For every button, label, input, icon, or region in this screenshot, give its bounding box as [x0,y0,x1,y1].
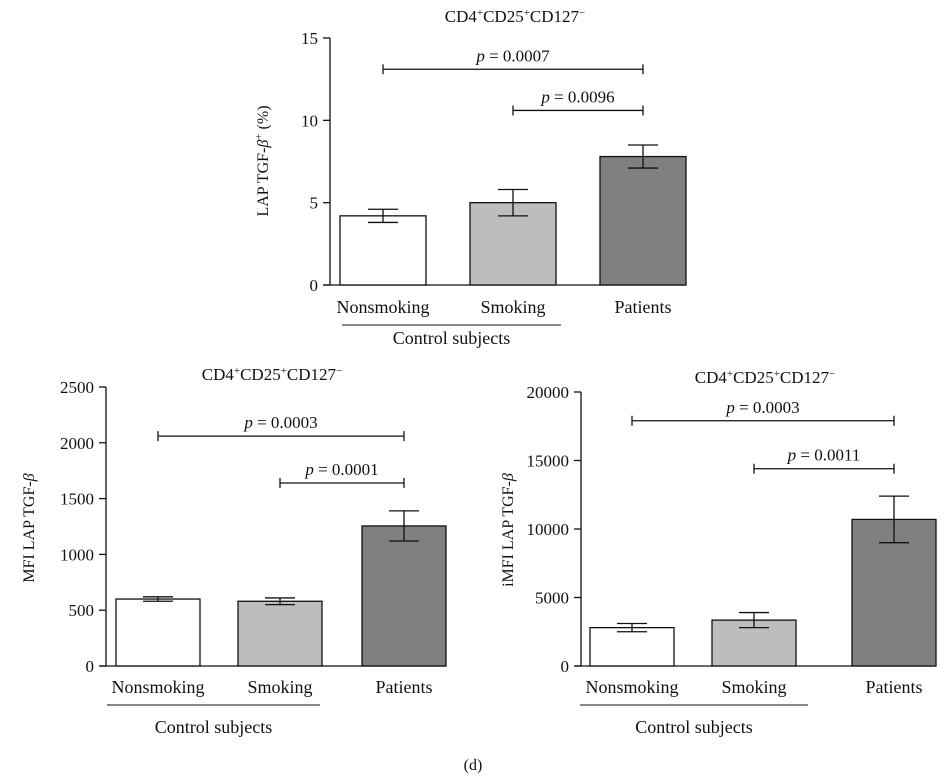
p-value-label: p = 0.0001 [304,460,378,479]
y-tick-label: 0 [86,657,95,676]
y-tick-label: 15 [301,29,318,48]
y-tick-label: 1000 [60,545,94,564]
p-value-label: p = 0.0096 [540,87,614,106]
chart-bottom-left-mfi: CD4+CD25+CD127− MFI LAP TGF-β 0 500 1000 1500… [21,365,447,737]
y-tick-label: 0 [561,657,570,676]
category-label: Nonsmoking [336,297,429,317]
group-label: Control subjects [155,717,273,737]
chart-bottom-right-imfi: CD4+CD25+CD127− iMFI LAP TGF-β 0 5000 10000 1… [500,368,937,737]
chart-top-lap-percent: CD4+CD25+CD127− LAP TGF-β+ (%) 0 5 10 15 Nonsm… [253,7,687,348]
category-label: Smoking [480,297,545,317]
category-label: Patients [866,677,923,697]
category-label: Patients [376,677,433,697]
category-label: Patients [615,297,672,317]
figure-panel-label: (d) [464,757,483,774]
p-value-label: p = 0.0007 [475,46,550,65]
group-label: Control subjects [393,328,511,348]
category-label: Nonsmoking [585,677,678,697]
bar-patients [361,525,447,667]
y-tick-label: 500 [69,601,95,620]
chart-title: CD4+CD25+CD127− [202,365,343,384]
y-tick-label: 20000 [527,383,570,402]
p-value-label: p = 0.0003 [725,398,799,417]
bar-patients [599,155,687,286]
chart-title: CD4+CD25+CD127− [445,7,586,26]
y-tick-label: 1500 [60,490,94,509]
bar-patients [851,518,937,667]
bar-nonsmoking [589,626,675,667]
y-tick-label: 5000 [535,589,569,608]
y-tick-label: 15000 [527,452,570,471]
y-tick-label: 10 [301,111,318,130]
p-value-label: p = 0.0011 [787,446,861,465]
category-label: Smoking [247,677,312,697]
y-tick-label: 0 [310,276,319,295]
y-axis-title: iMFI LAP TGF-β [500,473,517,587]
p-value-label: p = 0.0003 [243,413,317,432]
bar-nonsmoking [115,598,201,667]
y-tick-label: 2500 [60,378,94,397]
y-axis-title: MFI LAP TGF-β [21,473,38,582]
y-tick-label: 2000 [60,434,94,453]
y-tick-label: 5 [310,194,319,213]
bar-smoking [237,600,323,667]
y-axis-title: LAP TGF-β+ (%) [253,105,272,216]
bar-nonsmoking [339,215,427,286]
chart-title: CD4+CD25+CD127− [695,368,836,387]
category-label: Nonsmoking [111,677,204,697]
y-tick-label: 10000 [527,520,570,539]
category-label: Smoking [721,677,786,697]
group-label: Control subjects [635,717,753,737]
